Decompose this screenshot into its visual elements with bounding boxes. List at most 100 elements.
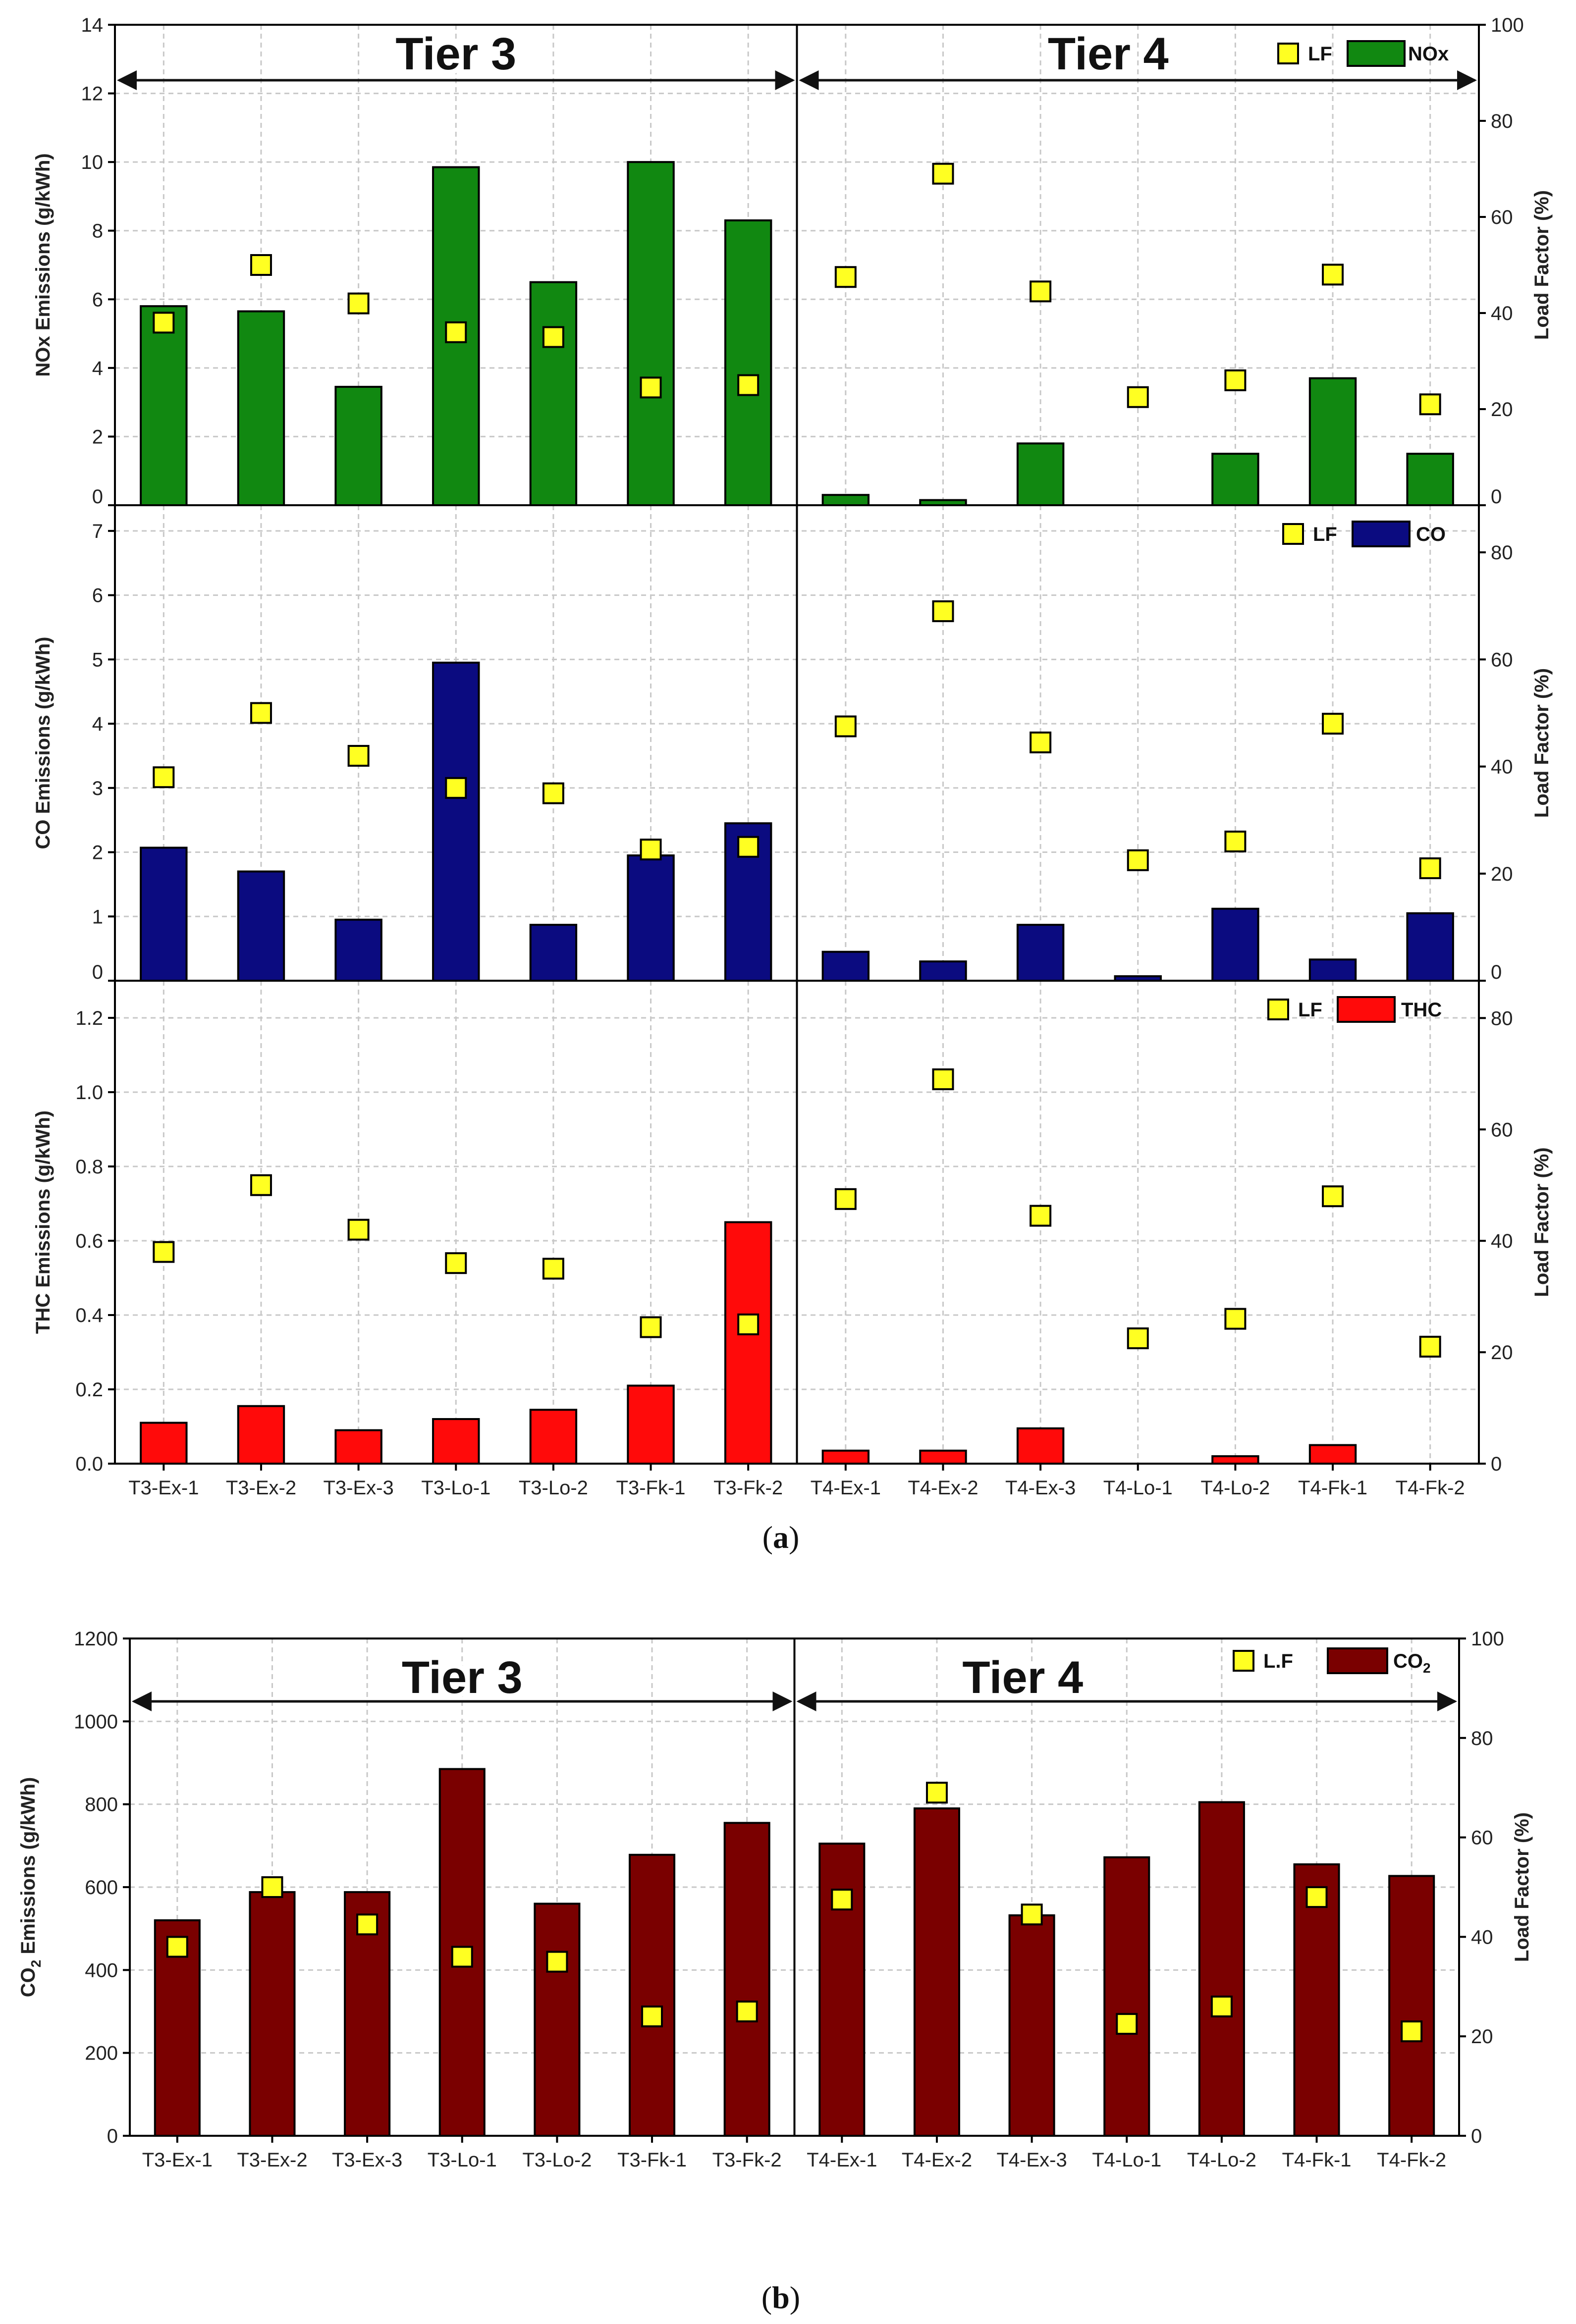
fig-a-bar <box>1211 453 1259 506</box>
fig-a-xtick-label: T3-Ex-2 <box>226 1477 296 1499</box>
fig-a-bar <box>432 1418 480 1465</box>
fig-a-ytick-label: 0.8 <box>75 1156 103 1178</box>
fig-a-y2tick-label: 40 <box>1491 756 1513 778</box>
fig-b-bar <box>1198 1801 1245 2137</box>
fig-a-bar <box>919 1449 967 1465</box>
fig-a-xtick-label: T4-Lo-2 <box>1200 1477 1270 1499</box>
fig-a-legend-bar-swatch <box>1337 996 1396 1023</box>
fig-b-xtick-label: T4-Ex-1 <box>807 2149 877 2171</box>
fig-a-bar <box>821 494 870 507</box>
fig-b-ytick-label: 1200 <box>74 1628 118 1650</box>
fig-a-tier3-label: Tier 3 <box>395 29 516 79</box>
fig-a-bar <box>627 1384 675 1465</box>
panel-b-caption: (b) <box>761 2280 800 2315</box>
fig-a-lf-marker <box>932 1068 954 1091</box>
fig-a-lf-marker <box>737 836 760 858</box>
fig-a-bar <box>432 661 480 982</box>
fig-a-lf-marker <box>1419 393 1441 416</box>
fig-b-lf-marker <box>1210 1995 1233 2017</box>
fig-a-lf-marker <box>932 162 954 185</box>
fig-a-subplot-2: 0.0 0.2 0.4 0.6 0.8 1.0 1.2 0 20 40 60 80 THC Emissi… <box>32 980 1553 1475</box>
fig-a-ytick-label: 2 <box>92 842 103 864</box>
fig-a-xtick-label: T3-Fk-1 <box>616 1477 686 1499</box>
fig-a-xtick-label: T4-Fk-1 <box>1298 1477 1367 1499</box>
fig-a-ytick-label: 0.2 <box>75 1379 103 1401</box>
fig-a-bar <box>334 385 382 507</box>
fig-a-legend-lf-swatch <box>1277 43 1299 64</box>
fig-a-y2tick-label: 80 <box>1491 542 1513 564</box>
fig-b-xtick-label: T4-Fk-1 <box>1282 2149 1352 2171</box>
fig-b-xtick-label: T3-Ex-3 <box>332 2149 402 2171</box>
fig-a-ytick-label: 12 <box>81 83 104 105</box>
fig-a-lf-marker <box>542 782 564 804</box>
fig-a-ytick-label: 0.4 <box>75 1305 103 1326</box>
fig-a-bar <box>237 1405 285 1465</box>
fig-a-y2tick-label: 0 <box>1491 1453 1502 1475</box>
fig-a-lf-marker <box>250 702 272 724</box>
fig-a-lf-marker <box>737 374 760 396</box>
fig-a-lf-marker <box>1322 713 1344 735</box>
fig-a-bar <box>724 219 772 506</box>
fig-b-bar <box>913 1807 961 2137</box>
fig-b-tier-annotations: Tier 3 Tier 4 <box>132 1647 1457 1711</box>
fig-b-xtick-label: T4-Lo-1 <box>1092 2149 1161 2171</box>
fig-b-bar <box>1008 1914 1055 2137</box>
fig-a-bar <box>237 310 285 506</box>
fig-a-bar <box>140 1422 188 1465</box>
fig-b-ylabel: CO2 Emissions (g/kWh) <box>17 1777 44 1998</box>
fig-a-ytick-label: 8 <box>92 220 103 242</box>
fig-a-lf-marker <box>640 376 662 399</box>
fig-a-ytick-label: 7 <box>92 521 103 542</box>
fig-a-lf-marker <box>1030 1205 1052 1227</box>
fig-a-xtick-label: T3-Lo-2 <box>519 1477 588 1499</box>
fig-b-xtick-label: T3-Lo-1 <box>428 2149 497 2171</box>
fig-a-bar <box>821 1449 870 1465</box>
fig-a-lf-marker <box>1224 1308 1247 1330</box>
fig-a-bar <box>1016 924 1065 982</box>
fig-a-y2tick-label: 60 <box>1491 207 1513 228</box>
fig-b-y2tick-label: 80 <box>1471 1728 1493 1749</box>
fig-a-bar <box>334 918 382 982</box>
fig-a-xtick-label: T4-Ex-3 <box>1005 1477 1076 1499</box>
fig-b-legend-lf-swatch <box>1233 1650 1254 1672</box>
fig-a-lf-marker <box>1224 369 1247 391</box>
fig-b-y2tick-label: 20 <box>1471 2026 1493 2048</box>
fig-b-y2tick-label: 100 <box>1471 1628 1504 1650</box>
fig-a-y2label: Load Factor (%) <box>1531 1147 1553 1297</box>
fig-b-lf-marker <box>546 1951 568 1973</box>
fig-a-ytick-label: 4 <box>92 713 103 735</box>
fig-a-bar <box>334 1429 382 1465</box>
fig-a-ytick-label: 4 <box>92 358 103 379</box>
fig-a-ytick-label: 6 <box>92 585 103 607</box>
fig-a-ytick-label: 5 <box>92 649 103 671</box>
fig-a-y2tick-label: 60 <box>1491 1119 1513 1141</box>
fig-b-lf-marker <box>736 2001 758 2022</box>
fig-b-subplot-0: 0 200 400 600 800 1000 1200 0 20 40 60 80 100 CO2 Emi… <box>17 1628 1533 2147</box>
fig-a-ylabel: CO Emissions (g/kWh) <box>32 637 54 849</box>
fig-a-bar <box>1308 958 1357 982</box>
fig-a-lf-marker <box>153 312 175 334</box>
fig-a-ylabel: NOx Emissions (g/kWh) <box>32 153 54 376</box>
fig-a-ytick-label: 1.2 <box>75 1007 103 1029</box>
fig-a-bar <box>140 846 188 982</box>
panel-b: 0 200 400 600 800 1000 1200 0 20 40 60 80 100 CO2 Emi… <box>17 1628 1533 2171</box>
fig-a-lf-marker <box>1322 264 1344 286</box>
fig-a-lf-marker <box>153 766 175 789</box>
fig-a-lf-marker <box>347 1218 370 1241</box>
panel-b-caption-letter: b <box>772 2280 790 2315</box>
fig-b-xtick-label: T4-Fk-2 <box>1377 2149 1446 2171</box>
fig-a-y2tick-label: 80 <box>1491 110 1513 132</box>
fig-a-lf-marker <box>445 321 467 343</box>
fig-b-legend-lf-label: L.F <box>1263 1650 1293 1672</box>
fig-b-xtick-label: T3-Ex-1 <box>142 2149 213 2171</box>
fig-a-legend-lf-label: LF <box>1308 43 1332 65</box>
fig-a-lf-marker <box>640 1316 662 1338</box>
fig-a-lf-marker <box>737 1313 760 1335</box>
fig-a-ytick-label: 0 <box>92 961 103 983</box>
fig-a-y2label: Load Factor (%) <box>1531 190 1553 340</box>
fig-a-subplot-1: 0 1 2 3 4 5 6 7 0 20 40 60 80 CO Emissions (g/kWh) Loa… <box>32 504 1553 983</box>
fig-a-bar <box>237 870 285 982</box>
fig-a-bar <box>1016 442 1065 506</box>
fig-b-tier3-label: Tier 3 <box>402 1652 523 1703</box>
fig-a-legend-bar-swatch <box>1352 521 1411 547</box>
